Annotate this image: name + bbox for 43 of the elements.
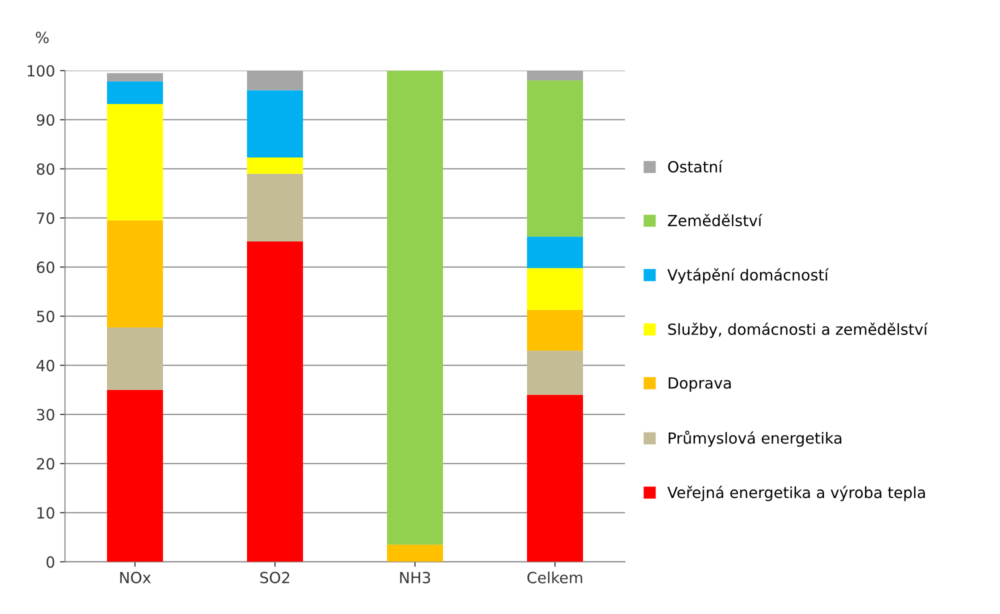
legend-label: Ostatní: [668, 160, 723, 173]
bar: [387, 70, 443, 545]
y-axis-title: %: [36, 32, 49, 44]
bar: [387, 544, 443, 562]
y-tick-label: 0: [46, 556, 54, 568]
y-tick-label: 90: [36, 114, 54, 126]
bar: [107, 104, 163, 220]
bar: [527, 350, 583, 395]
bar: [527, 70, 583, 80]
y-tick-label: 70: [37, 212, 54, 224]
bar: [527, 310, 583, 351]
legend-label: Průmyslová energetika: [668, 430, 842, 447]
bar: [527, 236, 583, 268]
legend-label: Služby, domácnosti a zemědělství: [668, 322, 928, 338]
bar: [527, 80, 583, 237]
legend-label: Vytápění domácností: [667, 268, 829, 284]
legend-label: Veřejná energetika a výroba tepla: [667, 486, 925, 502]
y-tick-label: 100: [28, 65, 54, 77]
bar: [247, 242, 303, 562]
y-tick-label: 40: [36, 360, 54, 372]
bar: [107, 73, 163, 82]
y-tick-label: 80: [36, 163, 54, 175]
x-tick-label: NH3: [400, 572, 430, 584]
bar: [527, 268, 583, 310]
bar: [247, 158, 303, 174]
bar: [527, 394, 583, 562]
y-tick-label: 30: [37, 408, 54, 420]
bar: [107, 328, 163, 390]
x-tick-label: NOx: [120, 572, 151, 584]
bar: [247, 90, 303, 158]
x-tick-label: Celkem: [527, 572, 582, 584]
y-tick-label: 60: [36, 262, 54, 274]
bar: [247, 70, 303, 90]
y-tick-label: 20: [36, 458, 54, 470]
legend-label: Doprava: [668, 377, 731, 392]
y-tick-label: 50: [37, 310, 54, 322]
bar: [107, 220, 163, 328]
y-tick-label: 10: [38, 507, 54, 519]
x-tick-label: SO2: [260, 572, 290, 584]
bar: [247, 174, 303, 242]
bar: [107, 81, 163, 104]
legend-label: Zemědělství: [668, 214, 762, 226]
bar: [107, 390, 163, 562]
